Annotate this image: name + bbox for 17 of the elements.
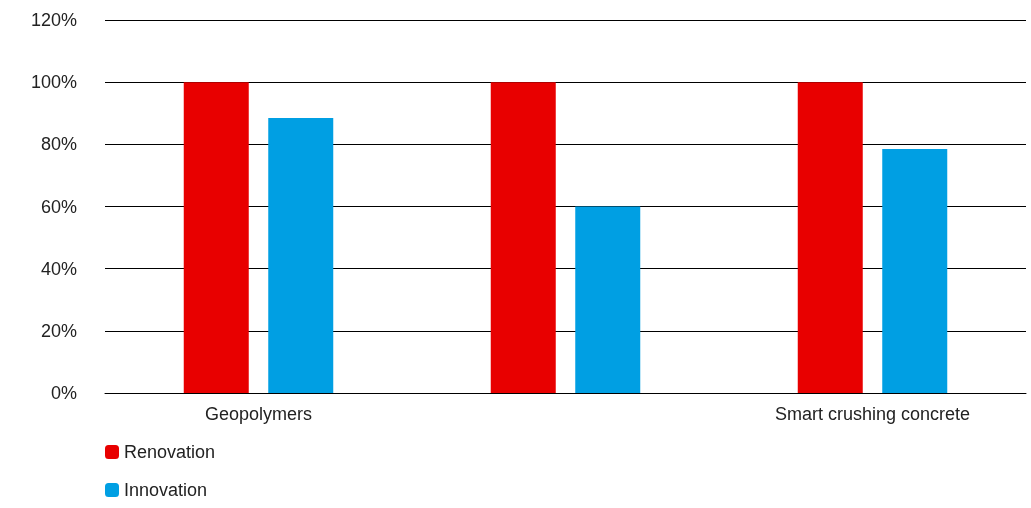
y-tick-label: 20%: [40, 320, 77, 341]
y-tick-label: 100%: [30, 72, 77, 93]
bar: [490, 82, 556, 393]
y-tick-label: 0%: [50, 383, 77, 403]
x-tick-label: Geopolymers: [204, 404, 313, 424]
bar: [183, 82, 249, 393]
x-tick-label: Smart crushing concrete: [774, 404, 971, 424]
y-tick-label: 80%: [40, 134, 77, 155]
bar: [575, 206, 641, 393]
legend-label: Innovation: [124, 480, 208, 500]
legend-label: Renovation: [124, 442, 216, 462]
y-tick-label: 60%: [40, 196, 77, 217]
bar: [797, 82, 863, 393]
bar: [882, 149, 948, 393]
y-tick-label: 120%: [30, 10, 77, 30]
bar: [268, 117, 334, 393]
y-tick-label: 40%: [40, 258, 77, 279]
